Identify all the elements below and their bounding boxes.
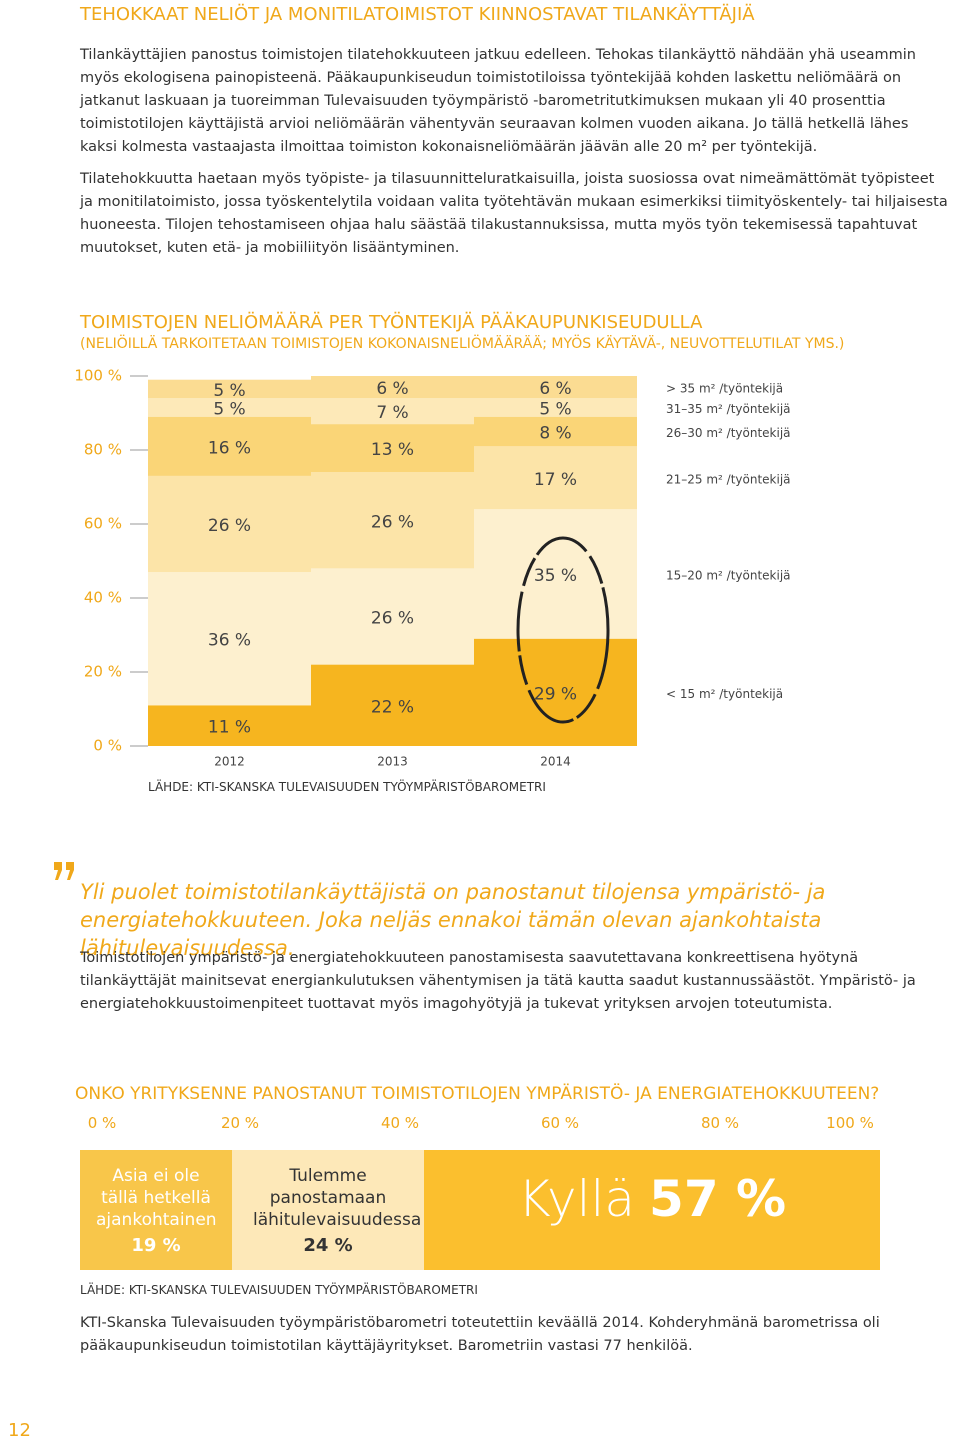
bar-segment [474, 638, 637, 746]
bar-segment [474, 398, 637, 417]
x-tick-label: 40 % [380, 1114, 420, 1132]
x-tick-label: 2012 [214, 755, 245, 769]
value-label: 24 % [303, 1234, 353, 1256]
x-tick-label: 0 % [87, 1114, 117, 1132]
bar-segment [148, 705, 311, 746]
bar-segment [148, 398, 311, 417]
bar-segment [474, 416, 637, 447]
quote-mark [54, 862, 74, 880]
x-tick-label: 60 % [540, 1114, 580, 1132]
value-label: 35 % [534, 566, 577, 586]
bar-segment [474, 446, 637, 510]
legend-label: 31–35 m² /työntekijä [666, 402, 791, 416]
value-label: 26 % [371, 512, 414, 532]
paragraph: Toimistotilojen ympäristö- ja energiateh… [80, 950, 916, 1012]
value-label: 26 % [208, 516, 251, 536]
x-tick-label: 80 % [700, 1114, 740, 1132]
paragraph: Tilatehokkuutta haetaan myös työpiste- j… [80, 171, 948, 256]
value-label: 22 % [371, 697, 414, 717]
footnote: KTI-Skanska Tulevaisuuden työympäristöba… [80, 1315, 880, 1354]
value-label: 57 % [649, 1170, 787, 1228]
legend-label: 26–30 m² /työntekijä [666, 426, 791, 440]
bar-segment: Tulemme panostamaan lähitulevaisuudessa 2… [232, 1150, 424, 1270]
value-label: 26 % [371, 609, 414, 629]
value-label: 36 % [208, 631, 251, 651]
legend-label: < 15 m² /työntekijä [666, 687, 783, 701]
legend-label: > 35 m² /työntekijä [666, 382, 783, 396]
bar-segment: Kyllä 57 % [424, 1150, 880, 1270]
bar-segment [148, 416, 311, 476]
paragraph: Tilankäyttäjien panostus toimistojen til… [80, 47, 916, 155]
value-label: 6 % [539, 379, 571, 399]
segment-name: Kyllä [517, 1170, 636, 1228]
segment-name: Asia ei ole tällä hetkellä ajankohtainen [96, 1165, 217, 1230]
bar-segment [311, 398, 474, 425]
legend-label: 21–25 m² /työntekijä [666, 472, 791, 486]
value-label: 17 % [534, 470, 577, 490]
x-tick-label: 2013 [377, 755, 408, 769]
quote: Yli puolet toimistotilankäyttäjistä on p… [80, 880, 826, 960]
value-label: 5 % [213, 399, 245, 419]
bar-segment [311, 664, 474, 746]
chart-source: LÄHDE: KTI-SKANSKA TULEVAISUUDEN TYÖYMPÄ… [80, 1283, 478, 1297]
page-number: 12 [8, 1420, 31, 1441]
y-tick-label: 60 % [84, 515, 122, 533]
chart-subtitle: (NELIÖILLÄ TARKOITETAAN TOIMISTOJEN KOKO… [80, 336, 845, 352]
segment-name: Tulemme panostamaan lähitulevaisuudessa [253, 1165, 422, 1230]
y-tick-label: 20 % [84, 663, 122, 681]
chart: 0 % 20 % 40 % 60 % 80 % 100 % Asia ei ole täll… [80, 1114, 880, 1270]
y-tick-label: 0 % [93, 737, 122, 755]
value-label: 16 % [208, 438, 251, 458]
bar-segment [311, 376, 474, 399]
value-label: 7 % [376, 403, 408, 423]
bar-segment [148, 379, 311, 399]
x-tick-label: 2014 [540, 755, 571, 769]
value-label: 11 % [208, 718, 251, 738]
value-label: 13 % [371, 440, 414, 460]
value-label: 6 % [376, 379, 408, 399]
bar-segment [474, 376, 637, 399]
value-label: 5 % [213, 381, 245, 401]
bar-segment [148, 475, 311, 573]
legend-label: 15–20 m² /työntekijä [666, 568, 791, 582]
bar-segment [148, 572, 311, 706]
value-label: 8 % [539, 424, 571, 444]
bar-segment [311, 424, 474, 473]
bar-segment [474, 509, 637, 639]
value-label: 5 % [539, 399, 571, 419]
y-tick-label: 100 % [74, 367, 122, 385]
highlight-circle [516, 536, 610, 724]
chart-title: ONKO YRITYKSENNE PANOSTANUT TOIMISTOTILO… [75, 1084, 880, 1104]
bar-segment [311, 472, 474, 569]
value-label: 19 % [131, 1234, 181, 1256]
bar-segment: Asia ei ole tällä hetkellä ajankohtainen… [80, 1150, 232, 1270]
y-tick-label: 40 % [84, 589, 122, 607]
chart-title: TOIMISTOJEN NELIÖMÄÄRÄ PER TYÖNTEKIJÄ PÄ… [80, 312, 703, 333]
chart-source: LÄHDE: KTI-SKANSKA TULEVAISUUDEN TYÖYMPÄ… [148, 780, 546, 794]
x-tick-label: 100 % [826, 1114, 874, 1132]
page-title: TEHOKKAAT NELIÖT JA MONITILATOIMISTOT KI… [80, 4, 755, 25]
y-tick-label: 80 % [84, 441, 122, 459]
bar-segment [311, 568, 474, 665]
value-label: 29 % [534, 684, 577, 704]
chart: 0 % 20 % 40 % 60 % 80 % 100 % 11 % 36 % 26 % 16 %… [74, 367, 791, 769]
x-tick-label: 20 % [220, 1114, 260, 1132]
